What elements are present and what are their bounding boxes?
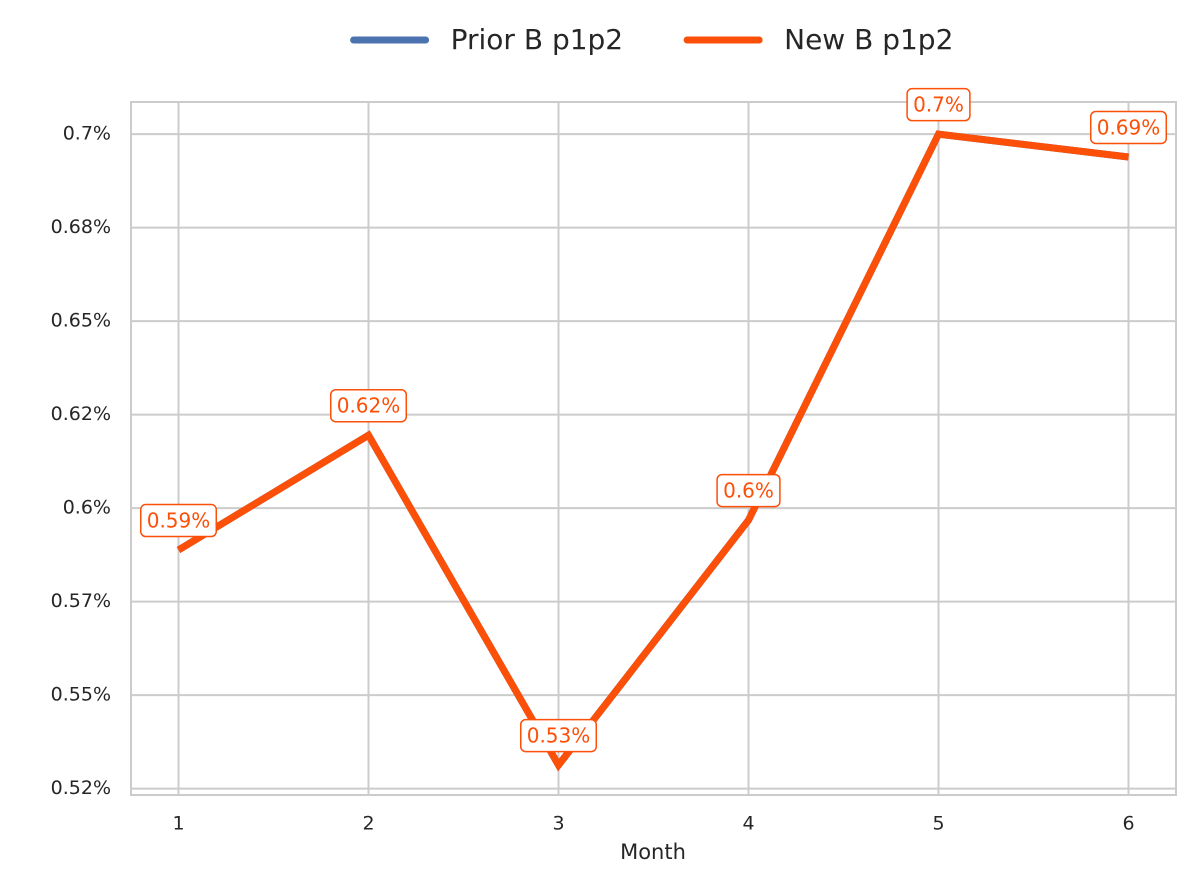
x-axis-label: Month bbox=[620, 840, 686, 864]
data-label-text: 0.59% bbox=[147, 509, 211, 533]
data-label-text: 0.53% bbox=[527, 724, 591, 748]
data-label-box bbox=[906, 87, 971, 122]
data-label-box bbox=[1089, 110, 1168, 145]
x-tick-label: 4 bbox=[742, 813, 754, 835]
data-label-text: 0.69% bbox=[1097, 115, 1161, 139]
legend-label: New B p1p2 bbox=[784, 23, 953, 56]
data-label-box bbox=[519, 718, 598, 753]
data-label: 0.7% bbox=[906, 87, 971, 122]
data-label-text: 0.62% bbox=[337, 394, 401, 418]
y-tick-label: 0.65% bbox=[51, 310, 111, 332]
x-tick-label: 5 bbox=[932, 813, 944, 835]
y-tick-label: 0.68% bbox=[51, 216, 111, 238]
data-label: 0.6% bbox=[716, 473, 781, 508]
y-tick-label: 0.62% bbox=[51, 403, 111, 425]
line bbox=[176, 130, 1129, 772]
x-tick-label: 3 bbox=[552, 813, 564, 835]
x-tick-label: 6 bbox=[1122, 813, 1134, 835]
data-label: 0.53% bbox=[519, 718, 598, 753]
y-tick-label: 0.57% bbox=[51, 590, 111, 612]
data-label: 0.69% bbox=[1089, 110, 1168, 145]
legend: Prior B p1p2 New B p1p2 bbox=[350, 23, 953, 56]
data-label: 0.59% bbox=[139, 503, 218, 538]
plot-area bbox=[130, 101, 1177, 796]
plot-area bbox=[130, 101, 1177, 796]
data-label: 0.62% bbox=[329, 388, 408, 423]
y-tick-label: 0.7% bbox=[63, 123, 111, 145]
x-tick-label: 1 bbox=[172, 813, 184, 835]
x-tick-label: 2 bbox=[362, 813, 374, 835]
data-label-text: 0.7% bbox=[913, 93, 964, 117]
y-tick-label: 0.52% bbox=[51, 777, 111, 799]
y-tick-label: 0.6% bbox=[63, 497, 111, 519]
y-tick-label: 0.55% bbox=[51, 684, 111, 706]
data-label-box bbox=[139, 503, 218, 538]
data-label-text: 0.6% bbox=[723, 479, 774, 503]
data-label-box bbox=[329, 388, 408, 423]
legend-label: Prior B p1p2 bbox=[451, 23, 624, 56]
data-label-box bbox=[716, 473, 781, 508]
